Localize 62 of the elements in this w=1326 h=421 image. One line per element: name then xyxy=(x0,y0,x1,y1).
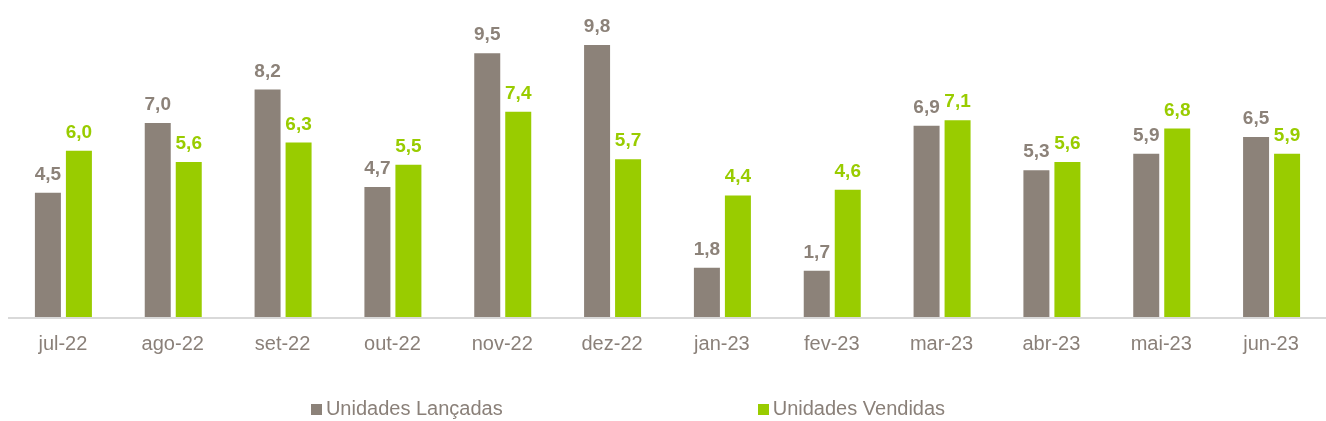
bar xyxy=(693,267,720,318)
data-label: 9,5 xyxy=(474,23,501,45)
bar xyxy=(34,192,61,318)
bar xyxy=(615,159,642,318)
x-tick-label: jan-23 xyxy=(693,332,750,355)
x-tick-label: mar-23 xyxy=(909,332,974,355)
x-tick-label: ago-22 xyxy=(141,332,204,355)
bar xyxy=(584,45,611,318)
data-label: 5,9 xyxy=(1133,123,1160,145)
bar xyxy=(65,150,92,318)
bar xyxy=(1133,153,1160,318)
data-label: 7,0 xyxy=(144,93,171,114)
data-label: 7,1 xyxy=(944,90,972,112)
bar xyxy=(144,123,171,318)
x-tick-label: fev-23 xyxy=(803,332,860,355)
bar xyxy=(364,187,391,318)
bar xyxy=(803,270,830,318)
bar xyxy=(1243,136,1270,318)
data-label: 5,6 xyxy=(175,132,202,153)
data-label: 1,7 xyxy=(803,240,830,262)
data-label: 8,2 xyxy=(254,59,281,81)
x-tick-label: nov-22 xyxy=(471,332,533,355)
bar xyxy=(285,142,312,318)
bar xyxy=(1164,128,1191,318)
x-tick-label: mai-23 xyxy=(1130,332,1192,355)
data-label: 9,8 xyxy=(583,15,611,36)
data-label: 6,5 xyxy=(1242,106,1270,128)
x-tick-label: jun-23 xyxy=(1242,332,1299,355)
bar xyxy=(175,162,202,318)
bar xyxy=(724,195,751,318)
bar xyxy=(505,111,532,318)
data-label: 6,0 xyxy=(65,120,93,142)
bar xyxy=(254,89,281,318)
bar xyxy=(944,120,971,318)
bar xyxy=(913,125,940,318)
bar xyxy=(1274,153,1301,318)
data-label: 4,7 xyxy=(364,157,391,179)
data-label: 4,5 xyxy=(34,162,62,184)
data-label: 4,6 xyxy=(834,159,861,181)
data-label: 6,8 xyxy=(1164,98,1191,120)
data-label: 4,4 xyxy=(724,165,752,187)
bar xyxy=(1023,170,1050,318)
bar xyxy=(1054,162,1081,318)
data-label: 6,3 xyxy=(285,112,312,134)
data-label: 6,9 xyxy=(913,95,940,117)
data-label: 1,8 xyxy=(693,237,721,259)
legend-label: Unidades Vendidas xyxy=(772,397,946,419)
x-tick-label: set-22 xyxy=(254,332,311,355)
x-tick-label: out-22 xyxy=(364,332,421,355)
bar xyxy=(834,189,861,318)
legend-label: Unidades Lançadas xyxy=(325,397,503,419)
x-tick-label: dez-22 xyxy=(581,332,643,355)
data-label: 5,7 xyxy=(614,129,642,151)
data-label: 5,9 xyxy=(1273,123,1301,145)
x-tick-label: jul-22 xyxy=(37,332,88,355)
data-label: 7,4 xyxy=(505,81,532,103)
bar xyxy=(395,164,422,318)
data-label: 5,6 xyxy=(1054,132,1081,153)
bar xyxy=(474,53,501,318)
data-label: 5,5 xyxy=(395,134,423,156)
x-tick-label: abr-23 xyxy=(1022,332,1081,355)
data-label: 5,3 xyxy=(1023,140,1050,162)
